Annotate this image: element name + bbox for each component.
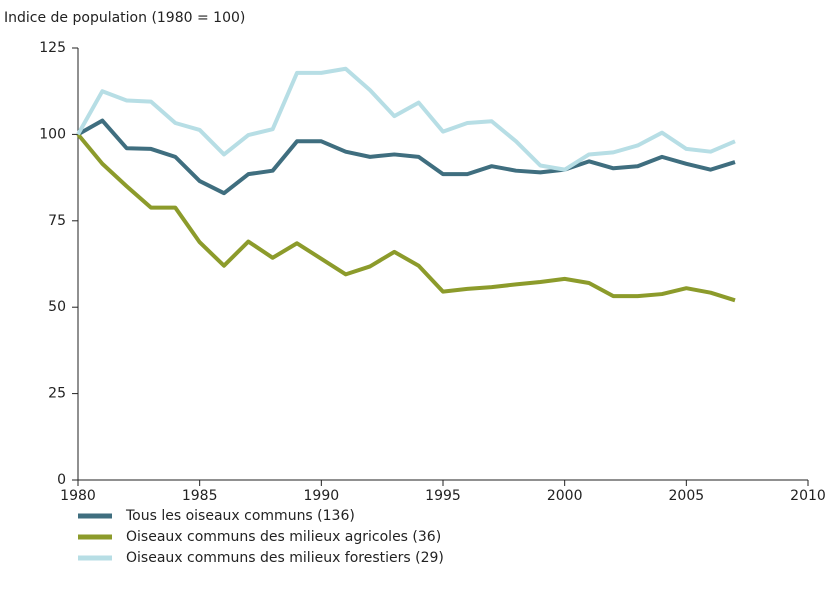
y-tick-label: 75 xyxy=(48,213,66,229)
legend-label: Oiseaux communs des milieux agricoles (3… xyxy=(126,529,441,545)
series-line xyxy=(76,66,736,172)
x-tick-label: 1980 xyxy=(60,488,96,504)
y-tick-label: 125 xyxy=(39,40,66,56)
x-tick-label: 1990 xyxy=(304,488,340,504)
legend-label: Oiseaux communs des milieux forestiers (… xyxy=(126,550,444,566)
x-tick-label: 2005 xyxy=(669,488,705,504)
y-axis-label: Indice de population (1980 = 100) xyxy=(4,10,245,26)
series-line xyxy=(76,133,736,303)
legend-label: Tous les oiseaux communs (136) xyxy=(125,508,355,524)
series-line xyxy=(77,118,736,196)
y-tick-label: 25 xyxy=(48,386,66,402)
x-tick-label: 2010 xyxy=(790,488,826,504)
x-tick-label: 2000 xyxy=(547,488,583,504)
y-tick-label: 100 xyxy=(39,126,66,142)
x-tick-label: 1985 xyxy=(182,488,218,504)
x-tick-label: 1995 xyxy=(425,488,461,504)
y-tick-label: 0 xyxy=(57,472,66,488)
y-tick-label: 50 xyxy=(48,299,66,315)
